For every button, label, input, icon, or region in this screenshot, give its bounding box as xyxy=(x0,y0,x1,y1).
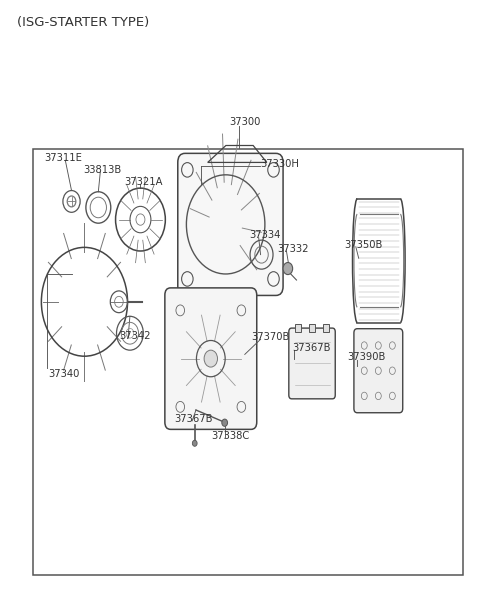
Text: (ISG-STARTER TYPE): (ISG-STARTER TYPE) xyxy=(17,16,150,29)
FancyBboxPatch shape xyxy=(178,153,283,296)
Circle shape xyxy=(192,440,197,446)
Text: 37300: 37300 xyxy=(229,116,261,127)
FancyBboxPatch shape xyxy=(289,328,335,399)
Bar xyxy=(295,324,300,331)
Text: 37390B: 37390B xyxy=(348,353,386,362)
Text: 37321A: 37321A xyxy=(124,177,163,187)
Circle shape xyxy=(283,262,293,275)
Text: 37350B: 37350B xyxy=(344,240,383,250)
Bar xyxy=(309,324,315,331)
Bar xyxy=(324,324,329,331)
Text: 37330H: 37330H xyxy=(260,159,299,169)
Text: 33813B: 33813B xyxy=(84,165,122,175)
Text: 37342: 37342 xyxy=(119,331,150,341)
Circle shape xyxy=(204,350,217,367)
FancyBboxPatch shape xyxy=(354,328,403,413)
Text: 37370B: 37370B xyxy=(251,332,289,342)
Text: 37332: 37332 xyxy=(277,244,308,253)
Text: 37338C: 37338C xyxy=(211,431,250,441)
Text: 37367B: 37367B xyxy=(293,343,331,353)
Text: 37367B: 37367B xyxy=(174,414,213,424)
Text: 37311E: 37311E xyxy=(45,153,83,163)
FancyBboxPatch shape xyxy=(165,288,257,430)
Text: 37334: 37334 xyxy=(249,230,280,241)
Text: 37340: 37340 xyxy=(48,369,80,379)
Bar xyxy=(33,149,463,575)
Circle shape xyxy=(222,419,228,427)
